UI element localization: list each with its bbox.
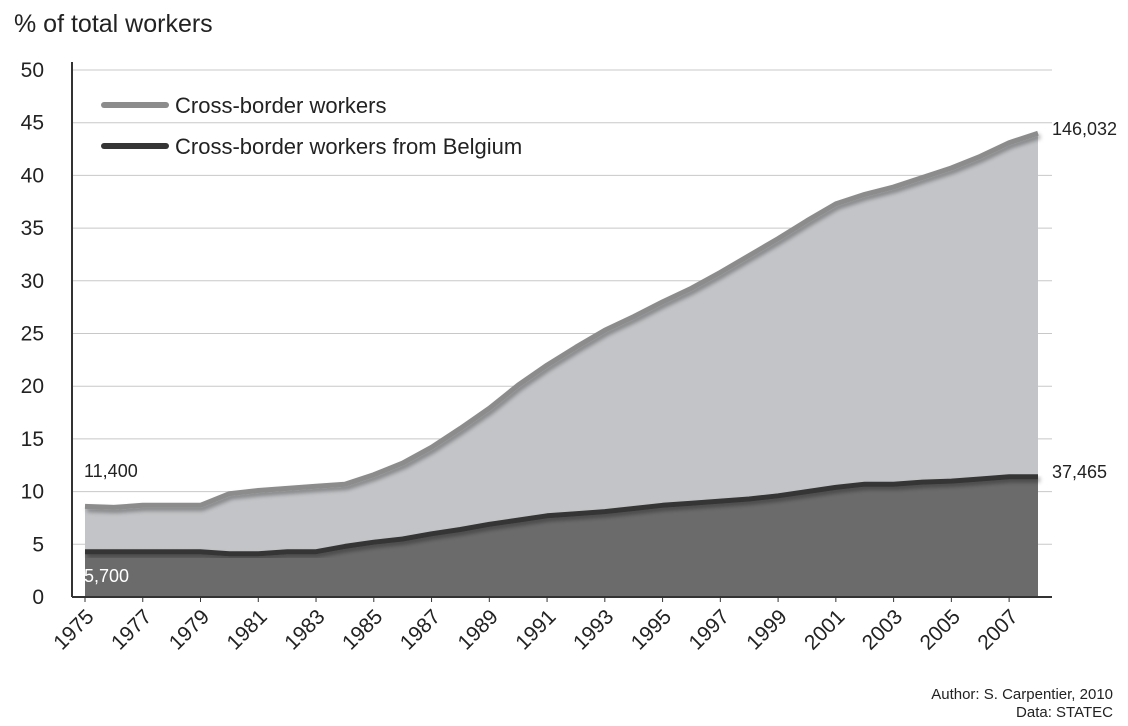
y-tick-label: 10 [21,481,44,504]
x-tick-label: 1983 [280,605,329,654]
x-tick-label: 1977 [107,605,156,654]
y-tick-label: 20 [21,375,44,398]
y-tick-label: 35 [21,217,44,240]
x-tick-label: 1993 [569,605,618,654]
belgium-line [85,474,1038,557]
y-tick-label: 25 [21,323,44,346]
annotations: 11,400 146,032 5,700 37,465 [84,119,1117,586]
x-tick-label: 2001 [800,605,849,654]
x-tick-label: 1991 [511,605,560,654]
y-tick-label: 5 [32,533,44,556]
x-tick-label: 1997 [685,605,734,654]
annotation-cb-end: 146,032 [1052,119,1117,139]
x-tick-label: 2005 [916,605,965,654]
x-tick-label: 1985 [338,605,387,654]
annotation-be-start: 5,700 [84,566,129,586]
belgium-area [85,476,1038,597]
x-tick-label: 2003 [858,605,907,654]
cross-border-line [84,130,1039,510]
data-credit: Data: STATEC [1016,704,1113,721]
legend-label: Cross-border workers from Belgium [175,134,522,159]
y-tick-label: 0 [32,586,44,609]
y-tick-label: 50 [21,59,44,82]
y-tick-label: 45 [21,112,44,135]
x-tick-label: 2007 [973,605,1022,654]
annotation-be-end: 37,465 [1052,462,1107,482]
legend: Cross-border workers Cross-border workers… [101,93,522,159]
y-tick-label: 40 [21,164,44,187]
legend-label: Cross-border workers [175,93,387,118]
annotation-cb-start: 11,400 [84,461,138,481]
x-tick-label: 1979 [165,605,214,654]
cross-border-area [85,133,1038,597]
y-axis-title: % of total workers [14,10,213,38]
y-tick-label: 15 [21,428,44,451]
x-tick-label: 1995 [627,605,676,654]
x-tick-label: 1987 [396,605,445,654]
x-tick-label: 1981 [223,605,272,654]
y-tick-label: 30 [21,270,44,293]
x-tick-label: 1975 [49,605,98,654]
x-tick-label: 1989 [454,605,503,654]
author-credit: Author: S. Carpentier, 2010 [931,686,1113,703]
x-tick-label: 1999 [742,605,791,654]
plot-areas [84,130,1039,597]
